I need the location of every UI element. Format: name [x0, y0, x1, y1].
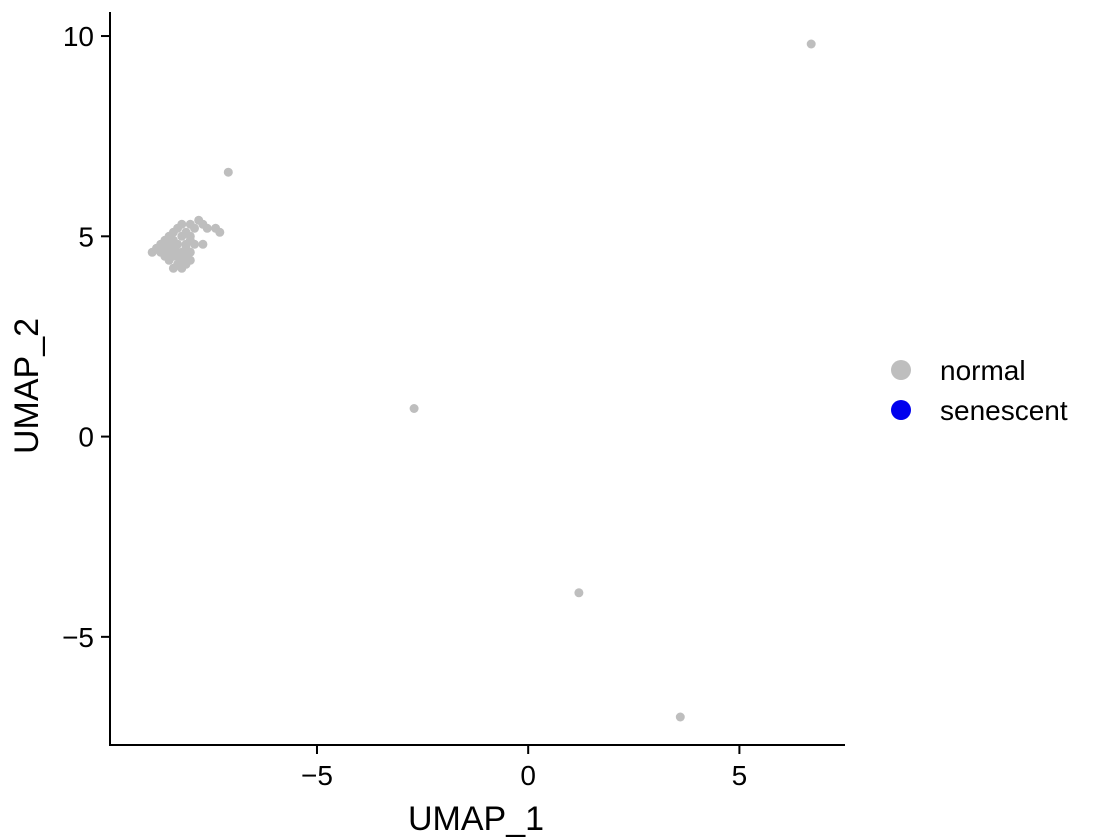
data-point-normal — [181, 243, 191, 253]
y-axis-title: UMAP_2 — [8, 318, 46, 454]
data-point-normal — [675, 712, 685, 722]
data-point-normal — [215, 227, 225, 237]
x-axis-ticks: −5 0 5 — [301, 745, 747, 791]
data-point-normal — [202, 223, 212, 233]
x-tick-label: −5 — [301, 760, 333, 791]
x-axis-title: UMAP_1 — [408, 800, 544, 838]
data-point-normal — [173, 239, 183, 249]
x-tick-label: 0 — [520, 760, 536, 791]
data-point-normal — [223, 167, 233, 177]
y-tick-label: −5 — [62, 622, 94, 653]
legend: normal senescent — [891, 355, 1068, 426]
data-point-normal — [185, 255, 195, 265]
data-point-normal — [160, 239, 170, 249]
data-point-normal — [190, 223, 199, 233]
data-point-normal — [185, 235, 195, 245]
y-axis-ticks: −5 0 5 10 — [62, 21, 110, 653]
data-point-normal — [198, 239, 208, 249]
data-point-normal — [409, 404, 419, 413]
legend-label-senescent: senescent — [940, 395, 1068, 426]
data-point-normal — [177, 219, 187, 229]
legend-marker-normal — [891, 360, 911, 380]
data-points — [147, 39, 816, 722]
legend-marker-senescent — [891, 400, 911, 420]
x-tick-label: 5 — [732, 760, 748, 791]
legend-label-normal: normal — [940, 355, 1026, 386]
y-tick-label: 10 — [63, 21, 94, 52]
data-point-normal — [806, 39, 816, 49]
data-point-normal — [168, 251, 178, 261]
y-tick-label: 0 — [78, 422, 94, 453]
data-point-normal — [574, 588, 584, 598]
y-tick-label: 5 — [78, 221, 94, 252]
